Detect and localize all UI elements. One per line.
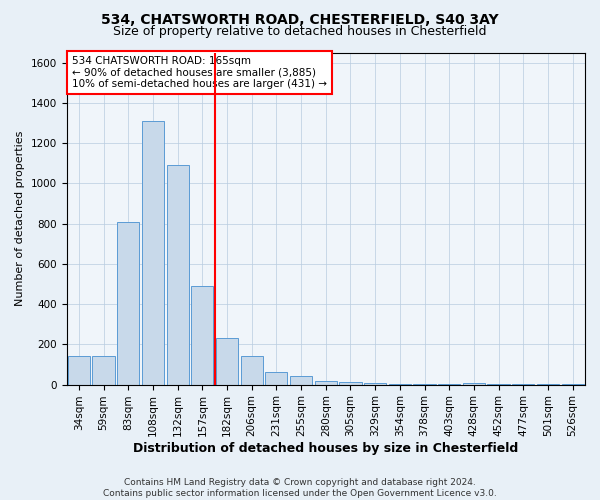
Bar — [167, 165, 189, 384]
Text: 534 CHATSWORTH ROAD: 165sqm
← 90% of detached houses are smaller (3,885)
10% of : 534 CHATSWORTH ROAD: 165sqm ← 90% of det… — [72, 56, 327, 89]
Bar — [265, 372, 287, 384]
Bar — [340, 382, 362, 384]
X-axis label: Distribution of detached houses by size in Chesterfield: Distribution of detached houses by size … — [133, 442, 518, 455]
Bar — [364, 383, 386, 384]
Text: Contains HM Land Registry data © Crown copyright and database right 2024.
Contai: Contains HM Land Registry data © Crown c… — [103, 478, 497, 498]
Bar — [191, 286, 214, 384]
Y-axis label: Number of detached properties: Number of detached properties — [15, 131, 25, 306]
Bar — [314, 380, 337, 384]
Bar — [68, 356, 90, 384]
Bar — [216, 338, 238, 384]
Bar — [117, 222, 139, 384]
Bar — [290, 376, 312, 384]
Bar — [142, 121, 164, 384]
Bar — [241, 356, 263, 384]
Text: Size of property relative to detached houses in Chesterfield: Size of property relative to detached ho… — [113, 25, 487, 38]
Bar — [92, 356, 115, 384]
Bar — [463, 382, 485, 384]
Text: 534, CHATSWORTH ROAD, CHESTERFIELD, S40 3AY: 534, CHATSWORTH ROAD, CHESTERFIELD, S40 … — [101, 12, 499, 26]
